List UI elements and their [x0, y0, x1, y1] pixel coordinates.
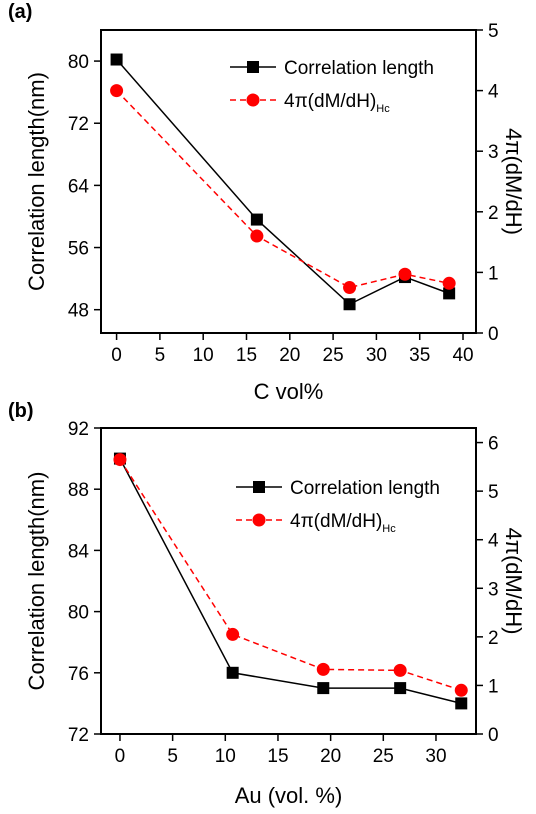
y-right-tick-label: 4 — [488, 531, 499, 552]
data-point-circle — [398, 267, 412, 281]
y-right-tick-label: 3 — [488, 142, 499, 163]
y-right-tick-label: 5 — [488, 482, 499, 503]
data-point-circle — [343, 281, 357, 295]
y-right-tick-label: 2 — [488, 628, 499, 649]
x-tick-label: 25 — [323, 345, 344, 366]
y-right-tick-label: 4 — [488, 82, 499, 103]
y-left-axis-title: Correlation length(nm) — [24, 72, 49, 291]
data-point-square — [250, 213, 263, 226]
data-point-circle — [442, 276, 456, 290]
legend-label-dmdh-subscript: Hc — [376, 103, 390, 115]
data-point-circle — [113, 453, 127, 467]
data-point-square — [110, 53, 123, 66]
legend-label-dmdh-subscript: Hc — [382, 523, 396, 535]
x-tick-label: 20 — [279, 345, 300, 366]
x-tick-label: 25 — [373, 746, 394, 767]
y-right-tick-label: 0 — [488, 725, 499, 746]
data-point-circle — [226, 627, 240, 641]
data-point-circle — [110, 84, 124, 98]
x-tick-label: 0 — [115, 746, 126, 767]
legend-label-correlation-length: Correlation length — [284, 58, 434, 79]
legend-marker-square — [247, 61, 259, 73]
y-right-tick-label: 3 — [488, 579, 499, 600]
y-right-axis-title: 4π(dM/dH) — [501, 528, 526, 635]
data-point-square — [317, 682, 330, 695]
y-left-tick-label: 72 — [68, 725, 89, 746]
legend-label-dmdh: 4π(dM/dH)Hc — [290, 511, 396, 535]
chart-panel-b: (b) 0 5 10 15 20 25 30 72 76 80 84 88 92 0 1 2 3 4 5 6 Au (vo… — [8, 400, 526, 808]
y-left-tick-label: 80 — [68, 52, 89, 73]
y-left-tick-label: 56 — [68, 239, 89, 260]
series-line-correlation-length — [116, 59, 450, 306]
data-point-circle — [250, 229, 264, 243]
x-tick-label: 40 — [452, 345, 473, 366]
data-point-circle — [393, 663, 407, 677]
y-right-tick-label: 2 — [488, 203, 499, 224]
y-left-tick-label: 80 — [68, 603, 89, 624]
legend-marker-circle — [246, 93, 260, 107]
legend-label-dmdh: 4π(dM/dH)Hc — [284, 91, 390, 115]
legend-marker-circle — [252, 513, 266, 527]
y-left-axis-title: Correlation length(nm) — [24, 472, 49, 691]
y-right-tick-label: 0 — [488, 324, 499, 345]
x-tick-label: 15 — [267, 746, 288, 767]
data-point-square — [455, 697, 468, 710]
data-point-square — [226, 666, 239, 679]
y-right-axis-title: 4π(dM/dH) — [501, 128, 526, 235]
x-tick-label: 30 — [425, 746, 446, 767]
y-left-tick-label: 88 — [68, 480, 89, 501]
y-left-tick-label: 72 — [68, 114, 89, 135]
data-point-square — [443, 287, 456, 300]
chart-panel-a: (a) 0 5 10 15 20 25 30 35 40 48 56 64 72 80 0 1 2 3 4 5 C vol… — [8, 1, 526, 404]
y-right-tick-label: 1 — [488, 263, 499, 284]
x-tick-label: 20 — [320, 746, 341, 767]
plot-frame — [100, 427, 477, 735]
y-left-tick-label: 76 — [68, 664, 89, 685]
x-tick-label: 10 — [215, 746, 236, 767]
data-point-square — [394, 682, 407, 695]
plot-frame — [100, 29, 477, 334]
x-tick-label: 35 — [409, 345, 430, 366]
x-tick-label: 10 — [193, 345, 214, 366]
y-left-tick-label: 64 — [68, 176, 90, 197]
y-left-tick-label: 84 — [68, 541, 90, 562]
legend: Correlation length 4π(dM/dH)Hc — [236, 478, 440, 535]
x-axis-title: Au (vol. %) — [235, 783, 343, 808]
data-point-circle — [316, 662, 330, 676]
data-point-square — [343, 298, 356, 311]
legend-label-dmdh-main: 4π(dM/dH) — [284, 91, 376, 112]
y-left-tick-label: 92 — [68, 419, 89, 440]
panel-label: (a) — [8, 1, 32, 23]
legend-label-dmdh-main: 4π(dM/dH) — [290, 511, 382, 532]
legend-label-correlation-length: Correlation length — [290, 478, 440, 499]
data-point-circle — [454, 683, 468, 697]
x-tick-label: 5 — [155, 345, 166, 366]
y-right-tick-label: 5 — [488, 21, 499, 42]
y-left-tick-label: 48 — [68, 301, 89, 322]
legend-marker-square — [253, 481, 265, 493]
legend: Correlation length 4π(dM/dH)Hc — [230, 58, 434, 115]
x-axis-title: C vol% — [254, 379, 324, 404]
x-tick-label: 30 — [366, 345, 387, 366]
y-right-tick-label: 1 — [488, 676, 499, 697]
x-tick-label: 15 — [236, 345, 257, 366]
series-line-dmdh — [116, 90, 450, 289]
panel-label: (b) — [8, 400, 34, 422]
x-tick-label: 0 — [111, 345, 122, 366]
x-tick-label: 5 — [167, 746, 178, 767]
y-right-tick-label: 6 — [488, 434, 499, 455]
